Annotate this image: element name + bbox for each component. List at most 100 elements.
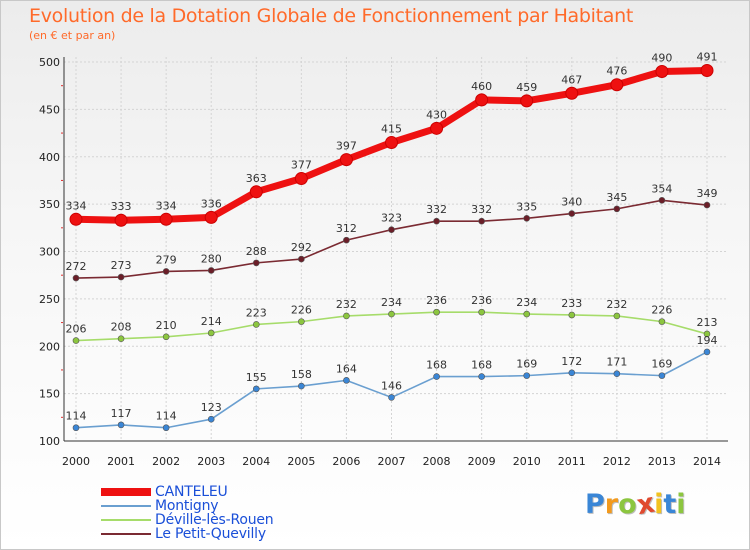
data-labels: 272 273 279 280 288 292 312 323 332 332 335 340 345 3… <box>66 51 718 423</box>
data-point <box>385 136 398 150</box>
data-label: 333 <box>111 200 132 213</box>
data-point <box>568 210 576 217</box>
data-point <box>298 255 305 263</box>
data-point <box>613 205 621 213</box>
x-tick-label: 2004 <box>242 455 270 468</box>
data-label: 354 <box>651 182 672 195</box>
data-point <box>568 311 576 319</box>
data-point <box>433 217 440 225</box>
data-point <box>252 259 260 267</box>
x-tick-label: 2000 <box>62 455 90 468</box>
data-point <box>72 337 80 344</box>
data-point <box>162 333 170 341</box>
data-label: 168 <box>426 359 447 372</box>
data-point <box>162 268 170 275</box>
data-point <box>613 370 621 378</box>
x-tick-label: 2002 <box>152 455 180 468</box>
data-label: 236 <box>471 294 492 307</box>
data-label: 214 <box>201 315 222 328</box>
data-label: 292 <box>291 241 312 254</box>
data-label: 232 <box>336 298 357 311</box>
logo-letter: o <box>618 489 637 520</box>
data-label: 340 <box>561 196 582 209</box>
data-point <box>658 318 666 325</box>
data-label: 164 <box>336 362 357 375</box>
logo-letter: i <box>676 489 686 520</box>
data-label: 279 <box>156 253 177 266</box>
data-point <box>658 372 666 379</box>
data-point <box>520 94 534 108</box>
y-tick-label: 150 <box>39 388 60 401</box>
data-point <box>159 212 173 226</box>
data-label: 490 <box>651 51 672 64</box>
data-point <box>388 310 395 318</box>
y-axis: 100 150 200 250 300 350 400 450 500 <box>39 56 65 448</box>
data-label: 363 <box>246 172 267 185</box>
data-label: 491 <box>697 51 718 64</box>
data-label: 234 <box>381 296 402 309</box>
data-point <box>523 215 531 222</box>
data-point <box>298 318 305 325</box>
logo-letter: i <box>654 489 664 520</box>
data-label: 288 <box>246 245 267 258</box>
y-tick-label: 250 <box>39 293 60 306</box>
data-point <box>430 121 444 135</box>
data-label: 332 <box>471 203 492 216</box>
data-point <box>478 373 485 380</box>
data-label: 169 <box>651 358 672 371</box>
data-point <box>294 172 308 186</box>
data-label: 415 <box>381 123 402 136</box>
data-label: 234 <box>516 296 537 309</box>
data-label: 312 <box>336 222 357 235</box>
data-label: 206 <box>66 323 87 336</box>
y-tick-label: 300 <box>39 246 60 259</box>
data-point <box>343 377 350 384</box>
data-label: 232 <box>606 298 627 311</box>
data-label: 332 <box>426 203 447 216</box>
data-label: 280 <box>201 252 222 265</box>
data-point <box>207 267 215 274</box>
data-label: 194 <box>697 334 718 347</box>
series-group <box>69 64 714 432</box>
legend-label-deville: Déville-lès-Rouen <box>155 512 274 528</box>
data-point <box>204 210 218 224</box>
chart-title: Evolution de la Dotation Globale de Fonc… <box>29 5 634 27</box>
data-point <box>339 153 353 167</box>
data-point <box>565 86 579 100</box>
data-point <box>523 372 531 379</box>
data-point <box>72 274 80 282</box>
y-tick-label: 100 <box>39 435 60 448</box>
y-tick-label: 500 <box>39 56 60 69</box>
data-label: 123 <box>201 401 222 414</box>
x-tick-label: 2010 <box>513 455 541 468</box>
data-point <box>433 373 440 380</box>
legend-swatch-canteleu <box>101 488 151 496</box>
logo-letter: t <box>663 489 677 520</box>
data-point <box>610 78 624 92</box>
data-label: 114 <box>156 410 177 423</box>
x-tick-label: 2013 <box>648 455 676 468</box>
data-point <box>207 415 215 423</box>
y-tick-label: 450 <box>39 103 60 116</box>
data-label: 334 <box>66 199 87 212</box>
data-label: 236 <box>426 294 447 307</box>
legend-swatch-montigny <box>101 505 151 507</box>
legend-swatch-petit-quevilly <box>101 533 151 535</box>
data-point <box>700 64 714 78</box>
x-tick-label: 2007 <box>378 455 406 468</box>
data-label: 117 <box>111 407 132 420</box>
data-label: 430 <box>426 108 447 121</box>
data-point <box>475 93 489 107</box>
data-point <box>343 312 350 320</box>
logo-letter: P <box>585 489 605 520</box>
data-label: 397 <box>336 140 357 153</box>
data-point <box>117 273 125 281</box>
data-point <box>658 197 666 204</box>
data-label: 272 <box>66 260 87 273</box>
data-point <box>655 64 669 78</box>
data-label: 155 <box>246 371 267 384</box>
data-point <box>703 330 711 338</box>
chart-subtitle: (en € et par an) <box>29 29 116 42</box>
